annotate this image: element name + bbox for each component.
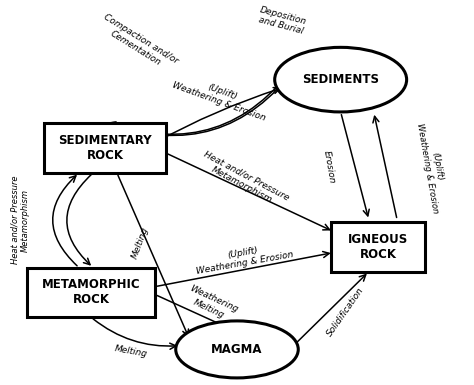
Ellipse shape bbox=[275, 47, 407, 112]
Ellipse shape bbox=[176, 321, 298, 378]
Text: Compaction and/or
Cementation: Compaction and/or Cementation bbox=[96, 12, 180, 75]
Text: Erosion: Erosion bbox=[321, 150, 336, 184]
Text: (Uplift)
Weathering & Erosion: (Uplift) Weathering & Erosion bbox=[415, 121, 450, 214]
Text: (Uplift)
Weathering & Erosion: (Uplift) Weathering & Erosion bbox=[171, 71, 270, 123]
Text: Deposition
and Burial: Deposition and Burial bbox=[256, 5, 308, 36]
FancyBboxPatch shape bbox=[27, 268, 155, 317]
Text: SEDIMENTARY
ROCK: SEDIMENTARY ROCK bbox=[58, 134, 152, 162]
Text: MAGMA: MAGMA bbox=[211, 343, 263, 356]
FancyBboxPatch shape bbox=[331, 222, 426, 271]
FancyBboxPatch shape bbox=[44, 123, 166, 173]
Text: Melting: Melting bbox=[114, 344, 148, 359]
Text: Heat and/or Pressure
Metamorphism: Heat and/or Pressure Metamorphism bbox=[197, 149, 291, 211]
Text: Heat and/or Pressure
Metamorphism: Heat and/or Pressure Metamorphism bbox=[10, 176, 30, 264]
Text: Solidification: Solidification bbox=[325, 285, 365, 338]
Text: SEDIMENTS: SEDIMENTS bbox=[302, 73, 379, 86]
Text: METAMORPHIC
ROCK: METAMORPHIC ROCK bbox=[42, 278, 140, 306]
Text: IGNEOUS
ROCK: IGNEOUS ROCK bbox=[348, 233, 409, 261]
Text: Weathering
Melting: Weathering Melting bbox=[183, 284, 239, 324]
Text: (Uplift)
Weathering & Erosion: (Uplift) Weathering & Erosion bbox=[194, 240, 294, 276]
Text: Melting: Melting bbox=[130, 226, 150, 260]
